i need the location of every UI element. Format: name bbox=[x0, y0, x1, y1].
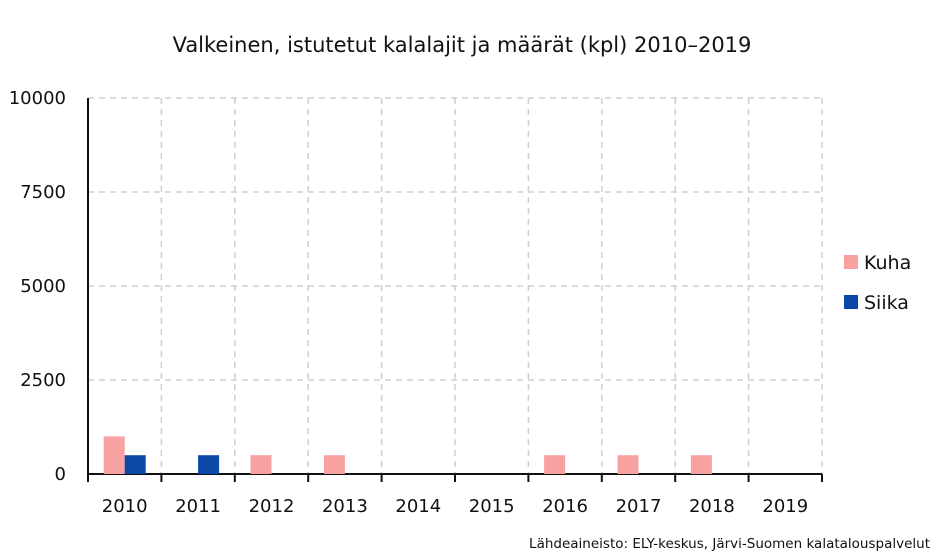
y-tick-label: 2500 bbox=[20, 370, 66, 391]
x-tick-label: 2016 bbox=[542, 496, 588, 517]
x-tick-label: 2012 bbox=[249, 496, 295, 517]
legend-swatch bbox=[844, 295, 858, 309]
x-tick-label: 2013 bbox=[322, 496, 368, 517]
legend-swatch bbox=[844, 255, 858, 269]
chart-title: Valkeinen, istutetut kalalajit ja määrät… bbox=[173, 33, 752, 57]
y-tick-label: 7500 bbox=[20, 182, 66, 203]
x-tick-label: 2017 bbox=[616, 496, 662, 517]
legend: Kuha Siika bbox=[844, 252, 911, 314]
x-tick-label: 2019 bbox=[762, 496, 808, 517]
x-tick-label: 2011 bbox=[175, 496, 221, 517]
bar-kuha-2013 bbox=[323, 455, 345, 474]
bar-kuha-2010 bbox=[103, 436, 125, 474]
bars bbox=[103, 436, 712, 474]
bar-kuha-2018 bbox=[690, 455, 712, 474]
x-axis-ticks: 2010 2011 2012 2013 2014 2015 2016 2017 2018 2019 bbox=[102, 496, 808, 517]
legend-label: Siika bbox=[864, 292, 909, 314]
y-tick-label: 5000 bbox=[20, 276, 66, 297]
y-tick-label: 10000 bbox=[9, 88, 66, 109]
bar-kuha-2012 bbox=[250, 455, 272, 474]
bar-siika-2011 bbox=[198, 455, 220, 474]
bar-kuha-2016 bbox=[544, 455, 566, 474]
x-tick-label: 2010 bbox=[102, 496, 148, 517]
x-tick-label: 2015 bbox=[469, 496, 515, 517]
x-tick-label: 2018 bbox=[689, 496, 735, 517]
y-tick-label: 0 bbox=[55, 464, 66, 485]
x-tick-label: 2014 bbox=[395, 496, 441, 517]
source-note: Lähdeaineisto: ELY-keskus, Järvi-Suomen … bbox=[529, 536, 930, 552]
gridlines bbox=[88, 97, 823, 474]
legend-label: Kuha bbox=[864, 252, 911, 274]
bar-kuha-2017 bbox=[617, 455, 639, 474]
bar-siika-2010 bbox=[124, 455, 146, 474]
y-axis-ticks: 0 2500 5000 7500 10000 bbox=[9, 88, 66, 485]
